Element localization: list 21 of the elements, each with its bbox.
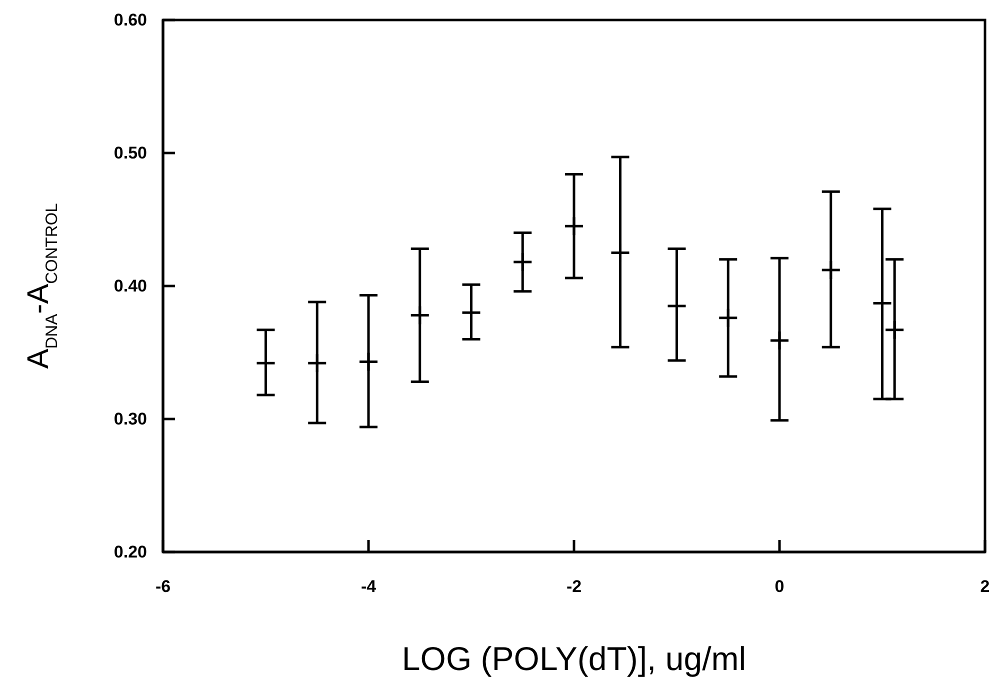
point [358, 352, 379, 372]
point [820, 260, 842, 280]
point [306, 352, 328, 374]
point [410, 305, 430, 326]
point [610, 242, 630, 263]
point [718, 308, 738, 328]
y-tick-label: 0.50 [114, 143, 147, 162]
point [564, 216, 584, 236]
x-tick-label: 0 [774, 577, 784, 596]
x-tick-label: -2 [566, 577, 582, 596]
point [884, 320, 905, 340]
x-tick-label: -4 [360, 577, 377, 596]
x-tick-label: -6 [155, 577, 171, 596]
x-tick-label: 2 [980, 577, 990, 596]
point [769, 330, 790, 351]
y-tick-label: 0.20 [114, 542, 147, 562]
point [512, 252, 533, 272]
y-tick-label: 0.60 [114, 10, 147, 30]
y-tick-label: 0.40 [114, 276, 147, 296]
y-tick-label: 0.30 [114, 409, 147, 428]
x-axis-title: LOG (POLY(dT)], ug/ml [402, 640, 746, 677]
